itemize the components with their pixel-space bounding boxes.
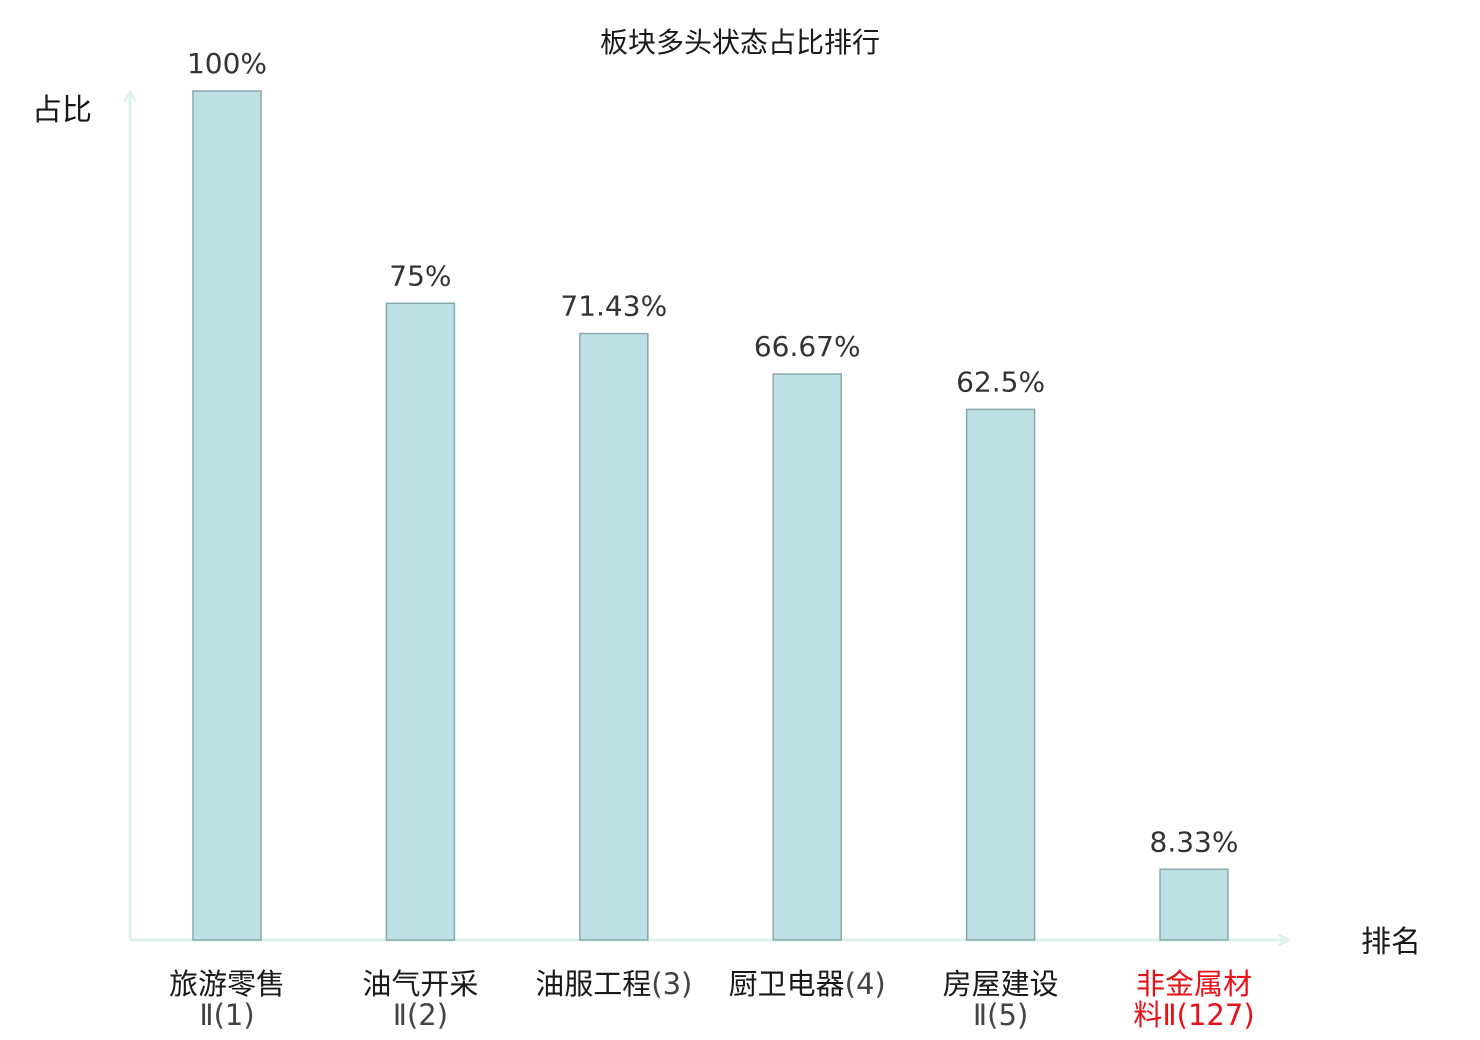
x-axis-title: 排名 bbox=[1361, 925, 1421, 960]
category-rank: Ⅱ(127) bbox=[1162, 998, 1254, 1032]
category-name: 油服工程 bbox=[535, 967, 651, 1001]
category-label-5: 房屋建设 Ⅱ(5) bbox=[943, 967, 1059, 1032]
value-label-1: 100% bbox=[187, 47, 267, 80]
category-label-4: 厨卫电器(4) bbox=[729, 967, 886, 1001]
value-label-4: 66.67% bbox=[754, 330, 861, 363]
value-label-3: 71.43% bbox=[560, 290, 667, 323]
category-rank: Ⅱ(2) bbox=[393, 998, 448, 1032]
value-label-5: 62.5% bbox=[956, 365, 1045, 398]
bars-group bbox=[192, 90, 1229, 941]
bar-5[interactable] bbox=[965, 408, 1036, 941]
chart-title: 板块多头状态占比排行 bbox=[600, 26, 880, 59]
category-name: 厨卫电器 bbox=[729, 967, 845, 1001]
category-rank: Ⅱ(1) bbox=[199, 998, 254, 1032]
bar-4[interactable] bbox=[772, 373, 842, 941]
value-label-6: 8.33% bbox=[1150, 825, 1239, 858]
category-name: 非金属材 bbox=[1136, 967, 1252, 1001]
category-rank: (3) bbox=[651, 967, 692, 1001]
bar-1[interactable] bbox=[192, 90, 262, 941]
category-name-cont: 料 bbox=[1133, 998, 1162, 1032]
category-name: 旅游零售 bbox=[169, 967, 285, 1001]
category-rank: Ⅱ(5) bbox=[973, 998, 1028, 1032]
category-labels-group: 旅游零售 Ⅱ(1) 油气开采 Ⅱ(2) 油服工程(3) 厨卫电器(4) 房屋建设 Ⅱ(5) 非金… bbox=[169, 967, 1255, 1032]
category-rank: (4) bbox=[845, 967, 886, 1001]
category-name: 房屋建设 bbox=[943, 967, 1059, 1001]
value-labels-group: 100% 75% 71.43% 66.67% 62.5% 8.33% bbox=[187, 47, 1239, 858]
bar-6[interactable] bbox=[1159, 868, 1229, 941]
category-label-3: 油服工程(3) bbox=[535, 967, 692, 1001]
category-label-1: 旅游零售 Ⅱ(1) bbox=[169, 967, 285, 1032]
value-label-2: 75% bbox=[389, 259, 451, 292]
y-axis-title: 占比 bbox=[32, 93, 92, 128]
bar-2[interactable] bbox=[385, 302, 456, 941]
category-label-2: 油气开采 Ⅱ(2) bbox=[362, 967, 478, 1032]
category-name: 油气开采 bbox=[362, 967, 478, 1001]
category-label-6: 非金属材料Ⅱ(127) bbox=[1133, 967, 1254, 1032]
bar-3[interactable] bbox=[579, 332, 649, 941]
